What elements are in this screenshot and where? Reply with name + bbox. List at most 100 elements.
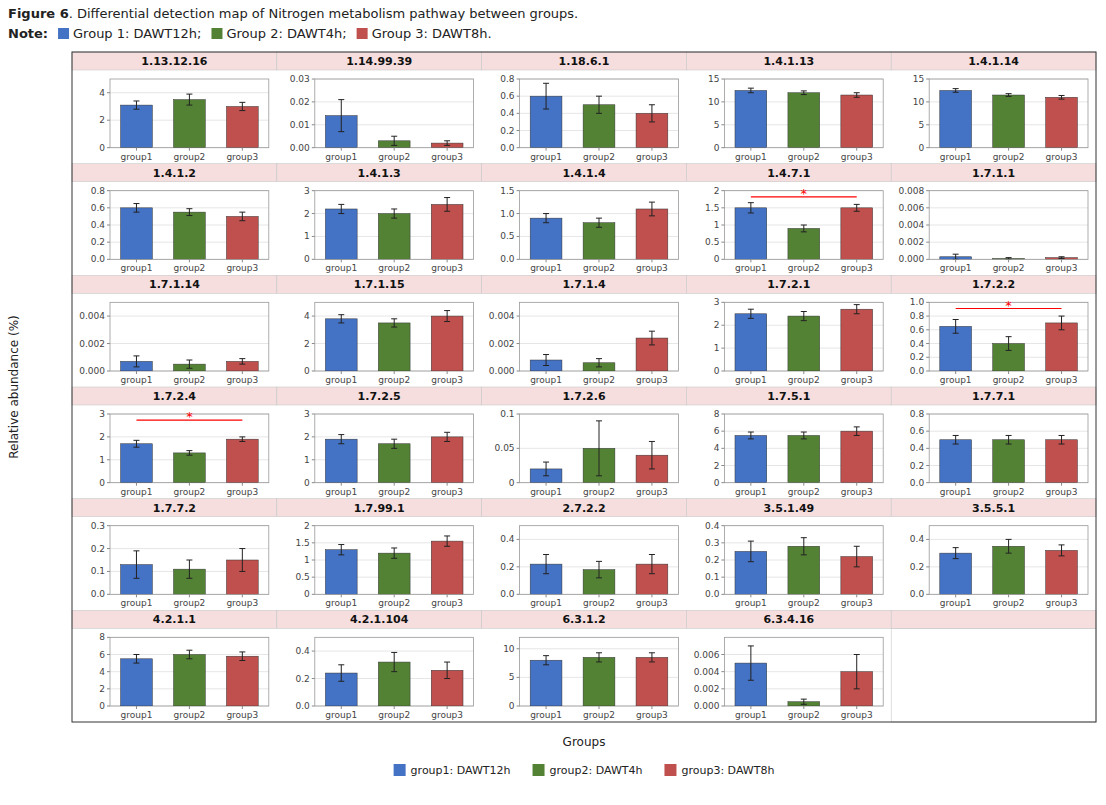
y-tick-label: 0.6 <box>500 91 515 101</box>
error-bar <box>748 88 754 93</box>
empty-panel <box>891 628 1096 722</box>
x-tick <box>856 706 857 709</box>
error-bar <box>1006 539 1012 553</box>
y-tick <box>312 436 315 437</box>
x-tick <box>546 706 547 709</box>
error-bar <box>596 96 602 113</box>
error-bar <box>854 93 860 98</box>
bar <box>431 541 463 594</box>
y-tick-label: 0.2 <box>91 237 105 247</box>
x-tick <box>955 371 956 374</box>
grid-line <box>929 207 1088 208</box>
error-bar <box>338 435 344 444</box>
significance-mark: * <box>186 409 193 424</box>
figure-caption: Figure 6. Differential detection map of … <box>8 6 578 21</box>
x-tick-label: group3 <box>226 598 258 608</box>
plot-marks <box>121 94 259 148</box>
y-tick-label: 0.000 <box>79 366 105 376</box>
x-tick-label: group2 <box>788 152 820 162</box>
y-tick <box>107 706 110 707</box>
y-tick-label: 1 <box>714 343 720 353</box>
panel-title: 1.7.1.4 <box>562 278 605 291</box>
plot-marks <box>530 421 668 483</box>
x-tick <box>1061 148 1062 151</box>
plot-frame <box>724 637 883 706</box>
y-tick <box>517 79 520 80</box>
y-tick-label: 1 <box>304 231 310 241</box>
x-tick <box>394 259 395 262</box>
panel-title: 4.2.1.1 <box>153 613 196 626</box>
y-tick <box>517 566 520 567</box>
x-tick-label: group3 <box>636 375 668 385</box>
error-bar <box>444 662 450 678</box>
y-tick <box>926 79 929 80</box>
panel-title: 1.4.1.14 <box>968 55 1019 68</box>
x-tick-label: group1 <box>121 263 153 273</box>
y-tick <box>926 371 929 372</box>
error-bar <box>1059 435 1065 444</box>
error-bar <box>444 311 450 322</box>
plot-marks <box>121 356 259 371</box>
y-tick-label: 0 <box>304 478 310 488</box>
bar <box>226 439 258 482</box>
grid-line <box>110 92 269 93</box>
y-tick-label: 2 <box>99 115 105 125</box>
x-tick <box>651 594 652 597</box>
error-bar <box>338 315 344 323</box>
x-tick-label: group3 <box>226 710 258 720</box>
error-bar <box>748 309 754 318</box>
y-tick-label: 0 <box>714 143 720 153</box>
y-tick <box>721 542 724 543</box>
y-tick <box>517 190 520 191</box>
error-bar <box>801 91 807 95</box>
y-tick <box>107 459 110 460</box>
bar <box>940 440 972 483</box>
y-tick <box>926 316 929 317</box>
y-tick-label: 0.2 <box>91 544 105 554</box>
error-bar <box>543 355 549 366</box>
plot-frame <box>520 302 679 371</box>
y-tick <box>517 706 520 707</box>
x-tick-label: group1 <box>121 710 153 720</box>
y-tick <box>312 594 315 595</box>
x-tick <box>136 371 137 374</box>
bar <box>226 656 258 706</box>
plot-marks <box>121 420 259 482</box>
bar <box>993 95 1025 148</box>
grid-line <box>929 431 1088 432</box>
bar <box>378 444 410 483</box>
x-tick-label: group2 <box>378 487 410 497</box>
bar <box>431 204 463 259</box>
y-tick <box>721 594 724 595</box>
x-tick-label: group1 <box>735 598 767 608</box>
x-tick-label: group1 <box>940 375 972 385</box>
x-tick <box>189 706 190 709</box>
panel-title: 1.7.7.1 <box>972 390 1015 403</box>
x-tick <box>803 148 804 151</box>
error-bar <box>1006 258 1012 260</box>
y-tick-label: 0 <box>714 254 720 264</box>
bar <box>841 431 873 483</box>
x-tick <box>242 371 243 374</box>
error-bar <box>239 652 245 661</box>
panel-header <box>891 499 1096 517</box>
x-tick <box>242 148 243 151</box>
y-tick-label: 0 <box>304 366 310 376</box>
y-tick <box>926 357 929 358</box>
plot-marks <box>325 198 463 260</box>
bar <box>226 106 258 147</box>
y-tick <box>926 482 929 483</box>
x-tick-label: group2 <box>173 487 205 497</box>
x-tick-label: group1 <box>530 263 562 273</box>
panel-header <box>891 275 1096 293</box>
y-tick-label: 1.5 <box>295 538 309 548</box>
y-tick-label: 0.004 <box>489 311 515 321</box>
x-tick-label: group2 <box>993 598 1025 608</box>
error-bar <box>444 432 450 441</box>
error-bar <box>186 451 192 456</box>
y-tick <box>312 459 315 460</box>
bar <box>788 435 820 482</box>
y-tick-label: 0.4 <box>295 646 310 656</box>
x-tick <box>136 259 137 262</box>
x-tick <box>447 148 448 151</box>
